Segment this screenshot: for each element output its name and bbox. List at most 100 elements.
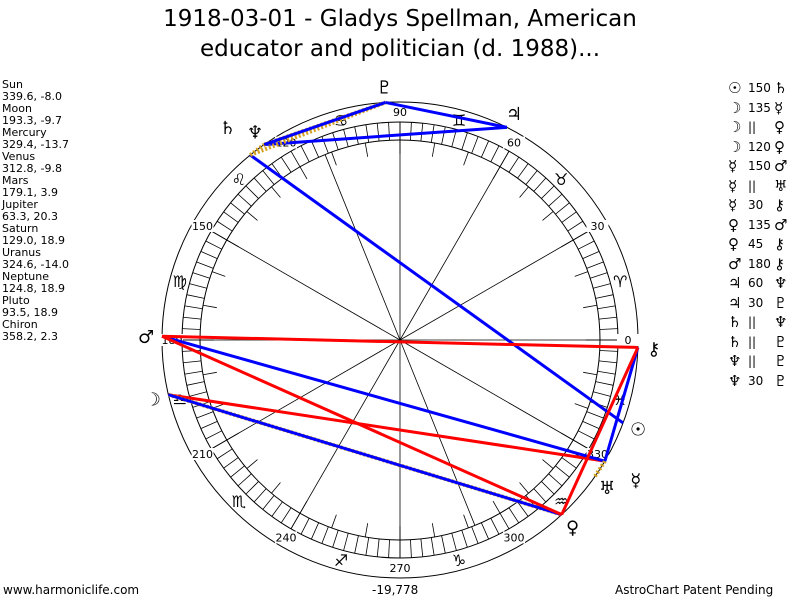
- inner-tick: [583, 371, 598, 376]
- ring-tick: [354, 535, 359, 554]
- planet-position: 339.6, -8.0: [2, 90, 62, 103]
- planet-position: 129.0, 18.9: [2, 234, 65, 247]
- aspect-planet-1-glyph: ☿: [728, 196, 738, 214]
- aspect-line: [249, 153, 624, 425]
- ring-tick: [300, 518, 310, 535]
- aspect-row: ♄ || ♆: [728, 313, 794, 333]
- aspect-row: ♃ 60 ♆: [728, 274, 794, 294]
- ring-tick: [533, 177, 547, 192]
- planet-position: 312.8, -9.8: [2, 162, 62, 175]
- planet-name: Uranus: [2, 246, 41, 259]
- aspect-type: 180: [748, 256, 771, 271]
- ring-tick: [561, 211, 577, 223]
- aspect-line: [249, 142, 266, 157]
- aspect-row: ☿ 30 ⚷: [728, 196, 794, 216]
- ring-tick: [599, 328, 618, 330]
- aspect-planet-2-glyph: ⚷: [774, 254, 785, 273]
- aspect-type: ||: [748, 120, 757, 134]
- inner-tick: [463, 151, 469, 166]
- planet-position: 93.5, 18.9: [2, 306, 58, 319]
- aspect-planet-2-glyph: ⚷: [774, 196, 785, 214]
- ring-tick: [253, 488, 267, 503]
- planet-glyph-saturn: ♄: [219, 118, 235, 139]
- inner-tick: [202, 371, 217, 376]
- planet-glyph-venus: ♀: [566, 517, 579, 538]
- ring-tick: [280, 156, 292, 173]
- aspect-planet-1-glyph: ☽: [728, 98, 742, 117]
- ring-tick: [230, 465, 245, 478]
- aspect-planet-1-glyph: ♆: [728, 352, 742, 370]
- aspect-planet-2-glyph: ♂: [774, 157, 788, 175]
- ring-tick: [271, 501, 283, 517]
- ring-tick: [599, 350, 618, 352]
- degree-label: 270: [390, 562, 411, 575]
- ring-tick: [548, 193, 563, 207]
- inner-tick: [271, 186, 281, 198]
- ring-tick: [376, 538, 380, 557]
- ring-tick: [471, 526, 479, 544]
- planet-position: 124.8, 18.9: [2, 282, 65, 295]
- chart-title: 1918-03-01 - Gladys Spellman, American e…: [0, 4, 800, 64]
- inner-tick: [246, 459, 258, 469]
- ring-tick: [245, 481, 259, 495]
- ring-tick: [441, 535, 446, 554]
- ring-tick: [253, 177, 267, 192]
- ring-tick: [586, 261, 604, 269]
- planet-glyph-chiron: ⚷: [647, 339, 660, 360]
- aspect-planet-2-glyph: ♇: [774, 293, 788, 312]
- aspect-line: [264, 125, 508, 147]
- ring-tick: [245, 185, 259, 199]
- zodiac-sign-glyph: ♐: [334, 551, 348, 570]
- inner-tick: [542, 459, 554, 469]
- planet-glyph-neptune: ♆: [247, 122, 263, 143]
- aspect-row: ♂ 180 ⚷: [728, 255, 794, 275]
- ring-tick: [582, 250, 600, 260]
- inner-tick: [492, 500, 501, 514]
- planet-glyph-mercury: ☿: [630, 470, 641, 491]
- planet-position: 324.6, -14.0: [2, 258, 69, 271]
- footer-value: -19,778: [372, 583, 419, 597]
- planet-name: Mars: [2, 174, 29, 187]
- degree-label: 30: [590, 220, 604, 233]
- inner-tick: [331, 514, 337, 529]
- planet-position: 329.4, -13.7: [2, 138, 69, 151]
- zodiac-sign-glyph: ♍: [173, 272, 187, 291]
- aspect-planet-1-glyph: ♃: [728, 274, 742, 292]
- spoke-line: [399, 339, 589, 450]
- inner-tick: [583, 304, 598, 309]
- ring-tick: [321, 526, 329, 544]
- footer-site-link[interactable]: www.harmoniclife.com: [3, 583, 140, 597]
- ring-tick: [354, 126, 359, 145]
- aspect-line: [592, 460, 607, 479]
- aspect-planet-1-glyph: ☉: [728, 79, 742, 97]
- ring-tick: [237, 193, 252, 207]
- spoke-line: [211, 339, 401, 450]
- aspect-planet-1-glyph: ♄: [728, 313, 742, 331]
- ring-tick: [365, 124, 370, 143]
- inner-tick: [519, 186, 529, 198]
- ring-tick: [183, 316, 202, 320]
- aspect-planet-1-glyph: ☽: [728, 118, 742, 136]
- ring-tick: [332, 530, 339, 548]
- aspect-line: [385, 100, 508, 129]
- zodiac-sign-glyph: ♈: [613, 272, 627, 291]
- inner-tick: [246, 211, 258, 221]
- aspect-type: 120: [748, 139, 771, 154]
- aspect-type: 60: [748, 276, 764, 290]
- ring-tick: [388, 539, 390, 558]
- degree-label-bg: [275, 531, 297, 544]
- degree-label: 90: [393, 106, 407, 119]
- inner-tick: [574, 271, 589, 277]
- aspect-type: 30: [748, 295, 764, 310]
- ring-tick: [508, 156, 520, 173]
- aspect-line: [168, 393, 606, 463]
- aspect-planet-1-glyph: ♀: [728, 215, 739, 234]
- ring-tick: [430, 537, 435, 556]
- ring-tick: [586, 411, 604, 419]
- aspect-planet-2-glyph: ♂: [774, 215, 788, 234]
- ring-tick: [471, 136, 479, 154]
- ring-tick: [593, 391, 611, 397]
- degree-label-bg: [389, 106, 411, 118]
- planet-name: Neptune: [2, 270, 50, 283]
- spoke-line: [211, 230, 401, 341]
